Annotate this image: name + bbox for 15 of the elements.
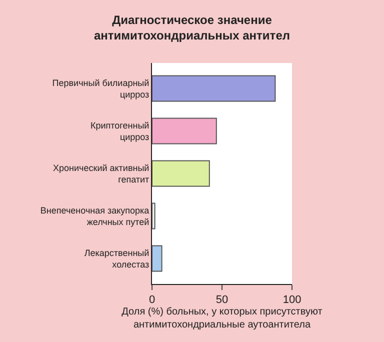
y-tick-label: Хронический активный гепатит bbox=[53, 162, 150, 184]
chart-title: Диагностическое значение антимитохондриальных антител bbox=[94, 12, 290, 43]
x-tick-label: 0 bbox=[148, 294, 156, 306]
bar bbox=[152, 160, 210, 187]
x-tick-label: 50 bbox=[216, 294, 228, 306]
bar bbox=[152, 118, 217, 144]
y-tick-label: Внепеченочная закупорка желчных путей bbox=[40, 205, 150, 227]
x-axis-title: Доля (%) больных, у которых присутствуют антимитохондриальные аутоантитела bbox=[122, 306, 323, 331]
bar bbox=[152, 75, 276, 102]
x-tick-label: 100 bbox=[282, 294, 302, 306]
bar bbox=[152, 245, 162, 272]
y-tick-label: Лекарственный холестаз bbox=[84, 248, 150, 270]
y-tick-label: Первичный билиарный цирроз bbox=[52, 78, 150, 100]
bar bbox=[152, 202, 156, 230]
y-tick-label: Криптогенный цирроз bbox=[90, 120, 150, 142]
